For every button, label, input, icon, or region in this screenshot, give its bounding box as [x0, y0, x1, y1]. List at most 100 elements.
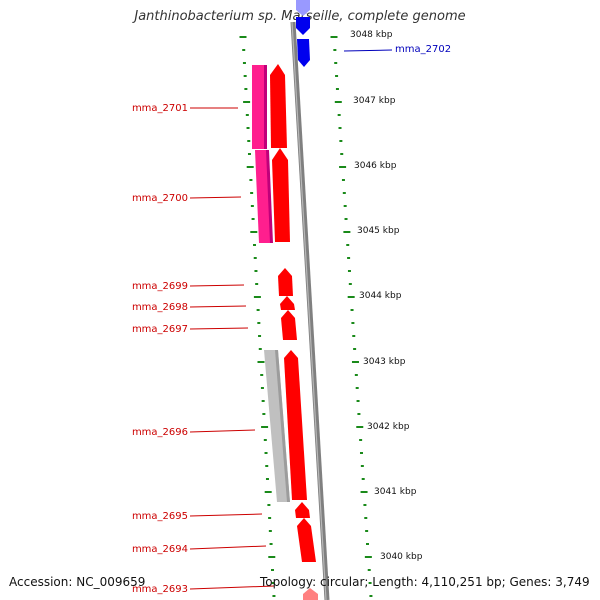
cds-mma_2698[interactable]: [280, 296, 295, 310]
tick-mark: [369, 595, 373, 597]
gene-label-mma_2696[interactable]: mma_2696: [132, 427, 188, 438]
tick-mark: [364, 556, 372, 558]
tick-mark: [272, 595, 276, 597]
tick-mark: [268, 530, 272, 532]
cds-reverse-top[interactable]: [296, 0, 310, 16]
tick-mark: [253, 257, 257, 259]
gene-leader-line: [189, 429, 256, 433]
tick-mark: [265, 478, 269, 480]
cds-mma_2701-right[interactable]: [270, 64, 287, 148]
gene-label-mma_2702[interactable]: mma_2702: [395, 44, 451, 55]
tick-mark: [261, 400, 265, 402]
map-title: Janthinobacterium sp. Marseille, complet…: [134, 9, 466, 24]
backbone-highlight: [291, 21, 327, 600]
tick-mark: [258, 348, 262, 350]
gene-label-mma_2695[interactable]: mma_2695: [132, 511, 188, 522]
cds-mma_2695[interactable]: [295, 502, 310, 518]
kbp-label: 3048 kbp: [350, 30, 393, 40]
tick-mark: [343, 231, 351, 233]
tick-mark: [242, 62, 246, 64]
cds-reverse-top-body[interactable]: [296, 17, 310, 35]
tick-mark: [249, 179, 253, 181]
gene-label-mma_2700[interactable]: mma_2700: [132, 193, 188, 204]
ticks-right: [330, 36, 373, 597]
tick-mark: [260, 374, 264, 376]
ticks-left: [239, 36, 276, 597]
tick-mark: [351, 322, 355, 324]
cds-mma_2697[interactable]: [281, 310, 297, 340]
cds-mma_2696-right[interactable]: [284, 350, 307, 500]
gene-label-mma_2699[interactable]: mma_2699: [132, 281, 188, 292]
tick-mark: [245, 114, 249, 116]
gene-label-mma_2697[interactable]: mma_2697: [132, 324, 188, 335]
kbp-label: 3042 kbp: [367, 422, 410, 432]
tick-mark: [347, 257, 351, 259]
tick-mark: [246, 127, 250, 129]
tick-mark: [363, 504, 367, 506]
kbp-label: 3040 kbp: [380, 552, 423, 562]
kbp-label: 3044 kbp: [359, 291, 402, 301]
cds-mma_2701-left[interactable]: [252, 65, 266, 149]
gene-leader-line: [189, 545, 267, 550]
tick-mark: [247, 153, 251, 155]
tick-mark: [340, 153, 344, 155]
cds-mma_2694[interactable]: [297, 518, 316, 562]
tick-mark: [268, 556, 276, 558]
tick-mark: [250, 205, 254, 207]
gene-label-mma_2693[interactable]: mma_2693: [132, 584, 188, 595]
kbp-scale-labels: 3048 kbp 3047 kbp 3046 kbp 3045 kbp 3044 kbp…: [350, 30, 423, 562]
tick-mark: [250, 231, 258, 233]
gene-label-mma_2694[interactable]: mma_2694: [132, 544, 188, 555]
tick-mark: [334, 62, 338, 64]
companion-features: [252, 65, 290, 502]
tick-mark: [256, 309, 260, 311]
tick-mark: [264, 491, 272, 493]
tick-mark: [342, 192, 346, 194]
tick-mark: [262, 413, 266, 415]
tick-mark: [334, 101, 342, 103]
cds-mma_2700-right[interactable]: [272, 148, 290, 242]
tick-mark: [341, 179, 345, 181]
tick-mark: [264, 452, 268, 454]
tick-mark: [368, 582, 372, 584]
gene-label-mma_2698[interactable]: mma_2698: [132, 302, 188, 313]
tick-mark: [360, 491, 368, 493]
gene-leader-line: [189, 305, 247, 308]
kbp-label: 3045 kbp: [357, 226, 400, 236]
tick-mark: [354, 374, 358, 376]
tick-mark: [365, 543, 369, 545]
tick-mark: [365, 530, 369, 532]
tick-mark: [352, 335, 356, 337]
kbp-label: 3043 kbp: [363, 357, 406, 367]
tick-mark: [250, 192, 254, 194]
gene-leader-line: [189, 284, 245, 287]
tick-mark: [271, 582, 275, 584]
gene-label-mma_2701[interactable]: mma_2701: [132, 103, 188, 114]
tick-mark: [353, 348, 357, 350]
accession-label: Accession: NC_009659: [9, 575, 146, 589]
tick-mark: [335, 75, 339, 77]
tick-mark: [242, 49, 246, 51]
tick-mark: [347, 296, 355, 298]
tick-mark: [357, 413, 361, 415]
cds-mma_2693[interactable]: [303, 588, 318, 600]
tick-mark: [335, 88, 339, 90]
tick-mark: [351, 361, 359, 363]
tick-mark: [339, 140, 343, 142]
gene-leader-line: [189, 513, 263, 517]
tick-mark: [367, 569, 371, 571]
cds-mma_2702[interactable]: [297, 39, 310, 67]
tick-mark: [359, 439, 363, 441]
tick-mark: [337, 114, 341, 116]
tick-mark: [350, 309, 354, 311]
tick-mark: [271, 569, 275, 571]
gene-leader-line: [189, 585, 275, 590]
gene-leader-line: [189, 327, 249, 330]
tick-mark: [255, 283, 259, 285]
tick-mark: [257, 322, 261, 324]
cds-mma_2699[interactable]: [278, 268, 293, 296]
tick-mark: [261, 426, 269, 428]
cds-mma_2696-left[interactable]: [264, 350, 290, 502]
tick-mark: [253, 244, 257, 246]
